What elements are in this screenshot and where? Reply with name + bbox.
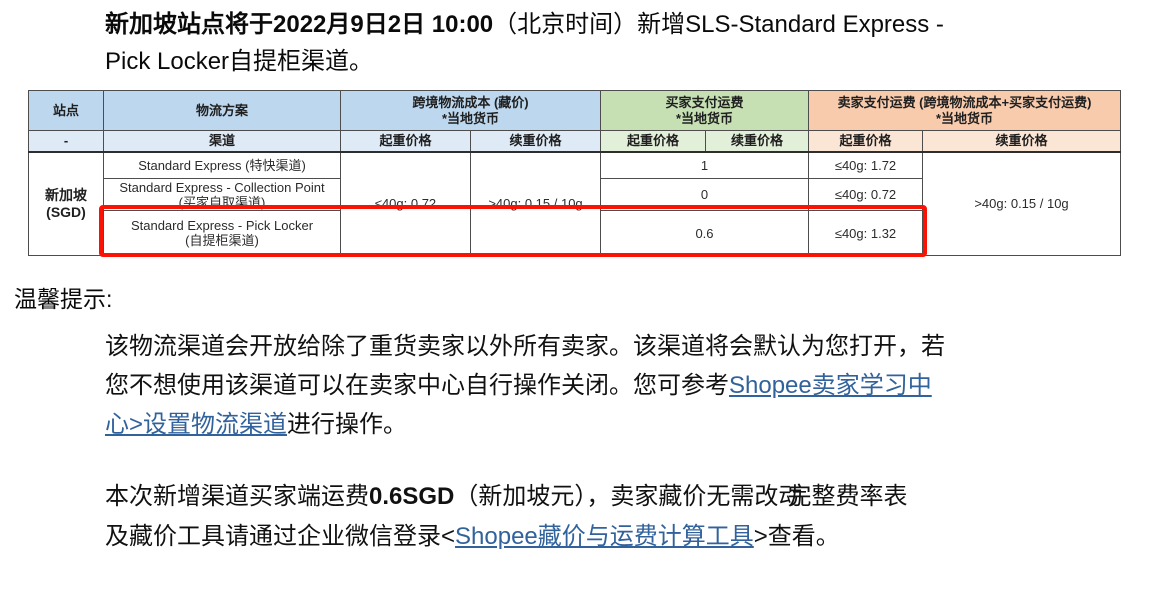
text-line: Pick Locker自提柜渠道。 [105, 43, 944, 80]
text-run: 新加坡站点将于2022月9日2日 10:00 [105, 11, 494, 38]
text-run: 您不想使用该渠道可以在卖家中心自行操作关闭。您可参考 [105, 372, 729, 399]
site-name: 新加坡 [45, 186, 87, 203]
text-run: 及藏价工具请通过企业微信登录< [105, 523, 456, 550]
seller-education-center-link[interactable]: Shopee卖家学习中 [729, 372, 932, 399]
text-line: 新加坡站点将于2022月9日2日 10:00（北京时间）新增SLS-Standa… [105, 6, 944, 43]
channel-pick-locker-line2: (自提柜渠道) [185, 233, 259, 248]
text-line: 本次新增渠道买家端运费0.6SGD（新加坡元），卖家藏价无需改动完整费率表 [105, 477, 908, 517]
text-run: 该物流渠道会开放给除了重货卖家以外所有卖家。该渠道将会默认为您打开，若 [105, 333, 945, 360]
channel-collection-point-line2: (买家自取渠道) [178, 194, 266, 210]
text-run: 本次新增渠道买家端运费 [105, 483, 369, 510]
subheader-seller-next-weight: 续重价格 [922, 130, 1121, 153]
buyer-fee-collection-point: 0 [600, 178, 809, 211]
header-buyer-shipping: 买家支付运费 *当地货币 [600, 90, 809, 131]
note-paragraph-fee-info: 本次新增渠道买家端运费0.6SGD（新加坡元），卖家藏价无需改动完整费率表 及藏价… [105, 477, 908, 557]
cost-next-weight-value: >40g: 0.15 / 10g [470, 151, 601, 256]
header-site: 站点 [28, 90, 104, 131]
text-run: 0.6SGD [369, 483, 455, 510]
text-run: >查看。 [753, 523, 840, 550]
hidden-price-tool-link[interactable]: Shopee藏价与运费计算工具 [455, 523, 754, 550]
subheader-cost-next-weight: 续重价格 [470, 130, 601, 153]
text-run: （北京时间）新增SLS-Standard Express - [493, 11, 944, 38]
channel-pick-locker-line1: Standard Express - Pick Locker [130, 218, 314, 233]
text-line: 您不想使用该渠道可以在卖家中心自行操作关闭。您可参考Shopee卖家学习中 [105, 366, 945, 405]
header-seller-shipping-line1: 卖家支付运费 (跨境物流成本+买家支付运费) [837, 94, 1092, 110]
buyer-fee-standard-express: 1 [600, 151, 809, 179]
channel-collection-point-line1: Standard Express - Collection Point [119, 179, 325, 195]
seller-first-weight-standard-express: ≤40g: 1.72 [808, 151, 923, 179]
text-line: 心>设置物流渠道进行操作。 [105, 405, 945, 444]
seller-education-center-link[interactable]: 心>设置物流渠道 [105, 411, 288, 438]
subheader-buyer-first-weight: 起重价格 [600, 130, 706, 153]
channel-pick-locker: Standard Express - Pick Locker (自提柜渠道) [103, 210, 341, 256]
text-run: （新加坡元），卖家藏价无需改动 [454, 483, 803, 510]
rates-table: 站点 物流方案 跨境物流成本 (藏价) *当地货币 买家支付运费 *当地货币 卖… [28, 90, 1121, 256]
note-paragraph-channel-open: 该物流渠道会开放给除了重货卖家以外所有卖家。该渠道将会默认为您打开，若 您不想使用… [105, 327, 945, 444]
header-seller-shipping: 卖家支付运费 (跨境物流成本+买家支付运费) *当地货币 [808, 90, 1121, 131]
subheader-channel: 渠道 [103, 130, 341, 153]
header-logistics-plan: 物流方案 [103, 90, 341, 131]
header-crossborder-cost-line1: 跨境物流成本 (藏价) [412, 94, 529, 110]
site-cell-singapore: 新加坡 (SGD) [28, 151, 104, 256]
header-crossborder-cost: 跨境物流成本 (藏价) *当地货币 [340, 90, 601, 131]
buyer-fee-pick-locker: 0.6 [600, 210, 809, 256]
header-buyer-shipping-line2: *当地货币 [675, 110, 734, 126]
subheader-site-dash: - [28, 130, 104, 153]
text-line: 该物流渠道会开放给除了重货卖家以外所有卖家。该渠道将会默认为您打开，若 [105, 327, 945, 366]
header-crossborder-cost-line2: *当地货币 [441, 110, 500, 126]
cost-first-weight-value: ≤40g: 0.72 [340, 151, 471, 256]
text-run: 进行操作。 [287, 411, 408, 438]
header-seller-shipping-line2: *当地货币 [935, 110, 994, 126]
tip-label: 温馨提示: [14, 286, 113, 312]
seller-first-weight-collection-point: ≤40g: 0.72 [808, 178, 923, 211]
notice-title: 新加坡站点将于2022月9日2日 10:00（北京时间）新增SLS-Standa… [105, 6, 944, 80]
text-run: Pick Locker自提柜渠道。 [105, 48, 374, 75]
seller-next-weight-value: >40g: 0.15 / 10g [922, 151, 1121, 256]
header-buyer-shipping-line1: 买家支付运费 [665, 94, 744, 110]
subheader-seller-first-weight: 起重价格 [808, 130, 923, 153]
text-line: 及藏价工具请通过企业微信登录<Shopee藏价与运费计算工具>查看。 [105, 517, 908, 557]
channel-standard-express: Standard Express (特快渠道) [103, 151, 341, 179]
subheader-cost-first-weight: 起重价格 [340, 130, 471, 153]
channel-collection-point: Standard Express - Collection Point (买家自… [103, 178, 341, 211]
text-run: 完整费率表 [787, 483, 908, 510]
subheader-buyer-next-weight: 续重价格 [705, 130, 809, 153]
seller-first-weight-pick-locker: ≤40g: 1.32 [808, 210, 923, 256]
site-currency: (SGD) [46, 203, 86, 220]
